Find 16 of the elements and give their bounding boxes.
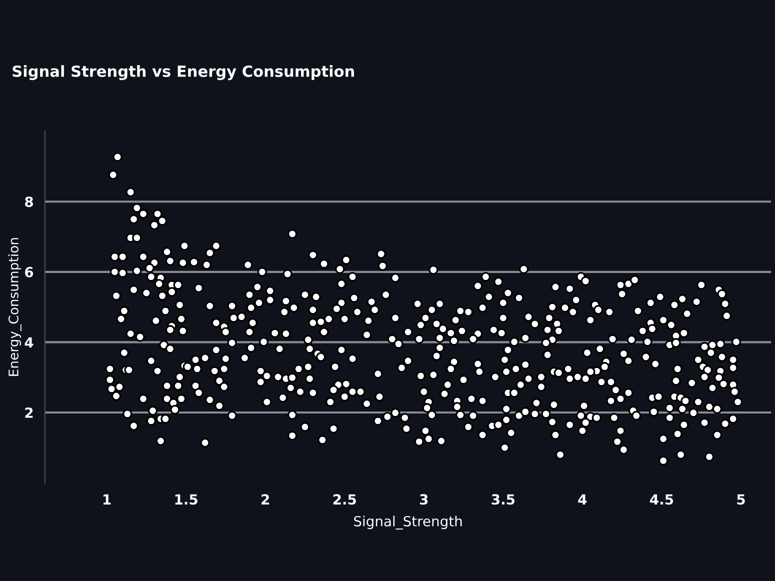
x-tick-label: 1 bbox=[104, 494, 111, 504]
y-tick-label: 2 bbox=[25, 407, 33, 418]
chart-title: Signal Strength vs Energy Consumption bbox=[12, 65, 354, 80]
x-axis-title: Signal_Strength bbox=[354, 516, 462, 530]
x-tick-label: 1.5 bbox=[175, 494, 198, 505]
x-tick-label: 3.5 bbox=[492, 494, 514, 505]
x-tick-label: 5 bbox=[737, 494, 745, 505]
y-tick-label: 6 bbox=[25, 266, 34, 278]
y-axis-title: Energy_Consumption bbox=[8, 238, 22, 376]
x-tick-label: 3 bbox=[420, 494, 428, 505]
x-tick-label: 2.5 bbox=[333, 494, 356, 505]
x-tick-label: 4.5 bbox=[650, 494, 674, 505]
y-tick-label: 8 bbox=[25, 196, 33, 208]
y-tick-label: 4 bbox=[24, 337, 34, 348]
x-tick-label: 4 bbox=[578, 494, 587, 504]
x-tick-label: 2 bbox=[262, 494, 269, 504]
